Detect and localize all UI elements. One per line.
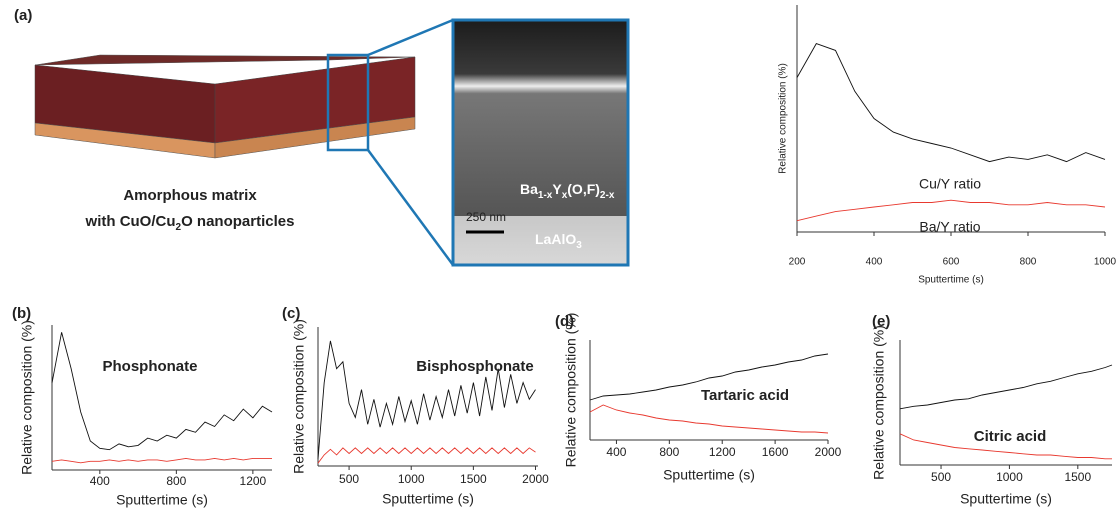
panel-label: (b) bbox=[12, 305, 31, 322]
x-tick-label: 400 bbox=[606, 445, 626, 459]
x-tick-label: 1000 bbox=[996, 470, 1023, 484]
x-tick-label: 400 bbox=[866, 257, 883, 268]
figure: (a)(b)(c)(d)(e)Amorphous matrixwith CuO/… bbox=[0, 0, 1118, 510]
x-tick-label: 800 bbox=[659, 445, 679, 459]
film-label-part: Ba bbox=[520, 181, 538, 197]
y-axis-label: Relative composition (%) bbox=[778, 63, 789, 174]
y-axis-label: Relative composition (%) bbox=[19, 320, 35, 475]
y-axis-label: Relative composition (%) bbox=[871, 325, 887, 480]
x-tick-label: 1200 bbox=[240, 474, 267, 488]
series-label: Ba/Y ratio bbox=[919, 219, 980, 235]
panel-label: (a) bbox=[14, 7, 32, 24]
y-axis-label: Relative composition (%) bbox=[291, 319, 307, 474]
annotation: Citric acid bbox=[974, 428, 1047, 445]
caption: with CuO/Cu2O nanoparticles bbox=[85, 213, 295, 233]
x-tick-label: 500 bbox=[931, 470, 951, 484]
x-tick-label: 2000 bbox=[815, 445, 842, 459]
x-tick-label: 2000 bbox=[522, 472, 549, 486]
data-line bbox=[52, 332, 272, 449]
series-label: Cu/Y ratio bbox=[919, 176, 981, 192]
data-line bbox=[900, 365, 1112, 409]
x-tick-label: 800 bbox=[1020, 257, 1037, 268]
data-line bbox=[590, 405, 828, 433]
annotation: Bisphosphonate bbox=[416, 358, 534, 375]
film-label-part: 2-x bbox=[600, 190, 615, 201]
caption-part: with CuO/Cu bbox=[85, 213, 176, 230]
x-axis-label: Sputtertime (s) bbox=[663, 467, 755, 483]
data-line bbox=[797, 200, 1105, 221]
y-axis-label: Relative composition (%) bbox=[563, 313, 579, 468]
data-line bbox=[797, 44, 1105, 162]
x-axis-label: Sputtertime (s) bbox=[116, 492, 208, 508]
caption: Amorphous matrix bbox=[123, 187, 257, 204]
x-axis-label: Sputtertime (s) bbox=[382, 491, 474, 507]
x-tick-label: 1200 bbox=[709, 445, 736, 459]
caption-part: O nanoparticles bbox=[181, 213, 294, 230]
x-tick-label: 1000 bbox=[398, 472, 425, 486]
x-axis-label: Sputtertime (s) bbox=[960, 491, 1052, 507]
scale-bar-label: 250 nm bbox=[466, 210, 506, 224]
x-tick-label: 800 bbox=[166, 474, 186, 488]
x-tick-label: 600 bbox=[943, 257, 960, 268]
data-line bbox=[318, 448, 536, 463]
x-tick-label: 1000 bbox=[1094, 257, 1117, 268]
x-axis-label: Sputtertime (s) bbox=[918, 275, 984, 286]
x-tick-label: 1500 bbox=[1064, 470, 1091, 484]
data-line bbox=[52, 458, 272, 462]
substrate-label-part: 3 bbox=[576, 240, 582, 251]
x-tick-label: 1500 bbox=[460, 472, 487, 486]
x-tick-label: 500 bbox=[339, 472, 359, 486]
caption-part: Amorphous matrix bbox=[123, 187, 257, 204]
substrate-label-part: LaAlO bbox=[535, 231, 576, 247]
x-tick-label: 400 bbox=[90, 474, 110, 488]
annotation: Phosphonate bbox=[102, 358, 197, 375]
sem-image bbox=[453, 20, 628, 265]
x-tick-label: 200 bbox=[789, 257, 806, 268]
x-tick-label: 1600 bbox=[762, 445, 789, 459]
film-label-part: 1-x bbox=[538, 190, 553, 201]
film-label-part: (O,F) bbox=[567, 181, 600, 197]
annotation: Tartaric acid bbox=[701, 387, 789, 404]
